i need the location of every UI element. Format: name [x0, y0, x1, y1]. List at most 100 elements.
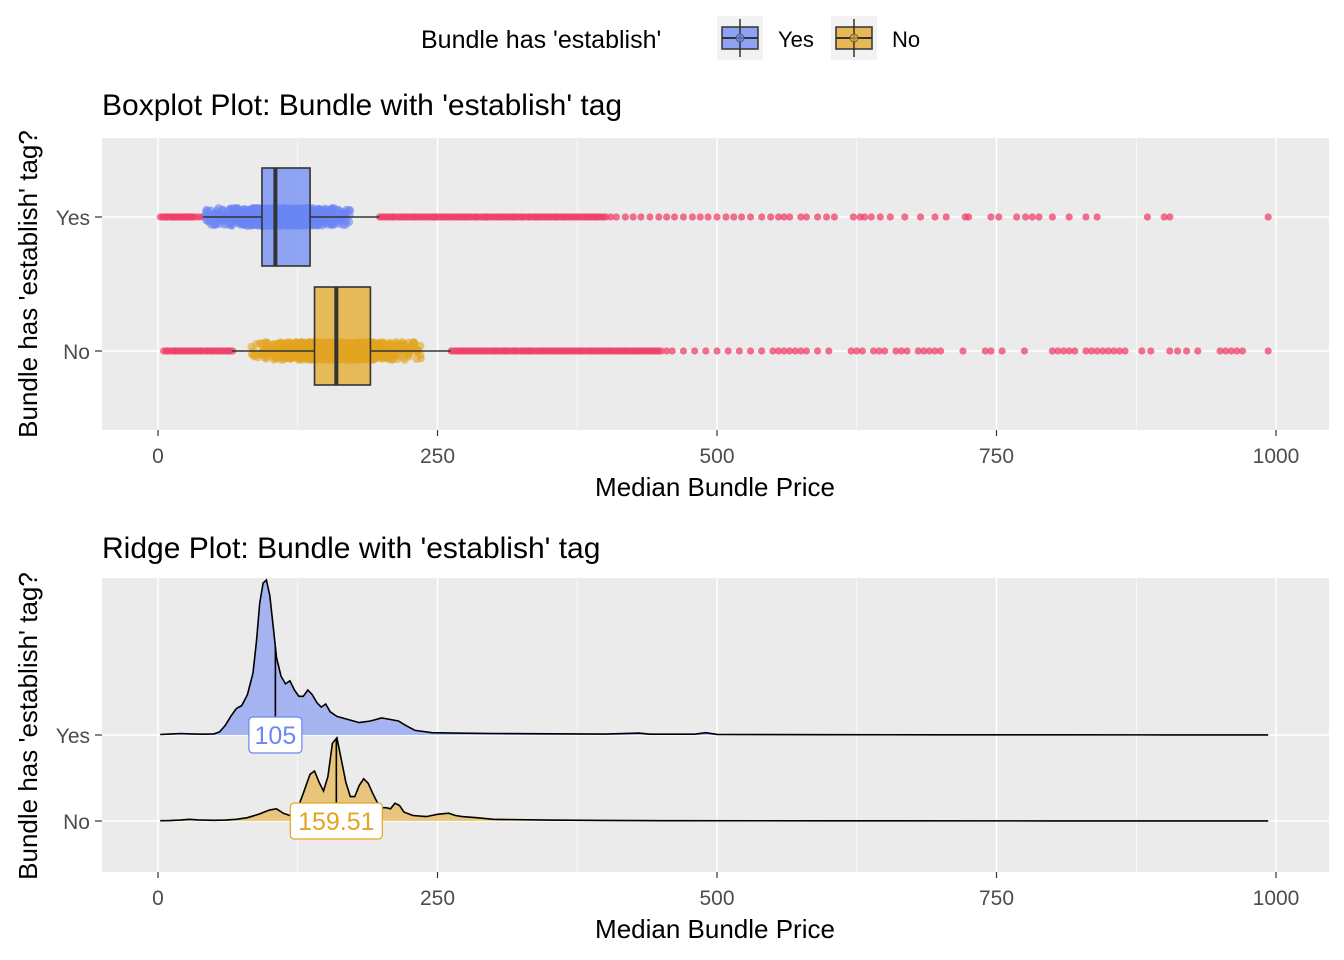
jitter-point-no	[256, 350, 265, 359]
jitter-point-yes	[250, 216, 259, 225]
outlier-point-no	[702, 347, 710, 355]
outlier-point-no	[1104, 347, 1112, 355]
outlier-point-yes	[663, 213, 671, 221]
jitter-point-yes	[320, 204, 329, 213]
outlier-point-no	[1227, 347, 1235, 355]
median-label-yes: 105	[248, 716, 303, 754]
outlier-point-no	[937, 347, 945, 355]
outlier-point-yes	[713, 213, 721, 221]
outlier-point-no	[1087, 347, 1096, 355]
median-label-text-yes: 105	[255, 722, 297, 750]
ridge-marks: 105 159.51	[102, 578, 1329, 840]
jitter-point-yes	[328, 220, 337, 229]
jitter-point-no	[305, 350, 314, 359]
outlier-point-yes	[774, 213, 783, 221]
jitter-point-yes	[240, 221, 249, 230]
jitter-point-yes	[252, 205, 261, 214]
legend-label-no: No	[892, 27, 920, 52]
outlier-point-no	[1222, 347, 1230, 355]
outlier-point-no	[769, 347, 777, 355]
jitter-point-yes	[228, 214, 237, 223]
outlier-point-yes	[876, 213, 884, 221]
boxplot-y-axis-title: Bundle has 'establish' tag?	[13, 130, 43, 438]
outlier-point-no	[735, 347, 743, 355]
outlier-point-no	[903, 347, 911, 355]
jitter-point-no	[388, 353, 397, 362]
outlier-point-no	[663, 347, 671, 355]
jitter-point-yes	[246, 208, 255, 217]
ridge-x-axis-title: Median Bundle Price	[595, 914, 835, 944]
ridge-gridlines	[157, 578, 1277, 872]
outlier-point-no	[713, 347, 721, 355]
outlier-point-no	[1071, 347, 1079, 355]
boxplot-chart: Boxplot Plot: Bundle with 'establish' ta…	[13, 89, 1329, 502]
outlier-point-yes	[1048, 213, 1056, 221]
outlier-point-yes	[886, 213, 894, 221]
outlier-point-yes	[646, 213, 654, 221]
ridge-title: Ridge Plot: Bundle with 'establish' tag	[102, 532, 600, 565]
outlier-point-yes	[704, 213, 712, 221]
outlier-point-yes	[688, 213, 697, 221]
outlier-point-no	[875, 347, 883, 355]
jitter-point-no	[286, 354, 295, 363]
outlier-point-no	[1166, 347, 1174, 355]
legend-label-yes: Yes	[778, 27, 814, 52]
outlier-point-no	[791, 347, 799, 355]
outlier-point-yes	[696, 213, 704, 221]
outlier-point-yes	[607, 213, 615, 221]
outlier-point-no	[724, 347, 732, 355]
outlier-point-no	[1233, 347, 1241, 355]
outlier-point-no	[981, 347, 989, 355]
jitter-point-no	[271, 354, 280, 363]
jitter-point-yes	[220, 211, 229, 220]
median-label-box-no	[289, 802, 383, 840]
jitter-point-yes	[223, 220, 232, 229]
outlier-point-yes	[780, 213, 788, 221]
ridge-x-ticks: 0 250 500 750 1000	[152, 872, 1299, 910]
median-label-text-no: 159.51	[298, 808, 374, 836]
jitter-point-yes	[229, 206, 238, 215]
outlier-point-no	[1182, 347, 1191, 355]
jitter-point-no	[373, 346, 382, 355]
outlier-point-no	[892, 347, 900, 355]
jitter-point-no	[269, 340, 278, 349]
boxplot-gridlines	[157, 138, 1277, 430]
outlier-point-yes	[995, 213, 1003, 221]
jitter-point-no	[261, 338, 270, 347]
outlier-point-yes	[730, 213, 738, 221]
outlier-point-no	[786, 347, 794, 355]
outlier-point-yes	[629, 213, 637, 221]
jitter-point-yes	[240, 207, 249, 216]
outlier-point-no	[1082, 347, 1090, 355]
outlier-point-yes	[722, 213, 730, 221]
outlier-point-no	[1238, 347, 1247, 355]
boxplot-x-axis-title: Median Bundle Price	[595, 472, 835, 502]
outlier-point-no	[657, 347, 666, 355]
outlier-point-yes	[737, 213, 746, 221]
ridge-x-tick-label: 500	[699, 887, 734, 910]
outlier-point-yes	[637, 213, 645, 221]
legend-item-yes: Yes	[717, 16, 814, 60]
outlier-point-no	[797, 347, 805, 355]
ridge-area-no	[160, 737, 1269, 821]
outlier-point-no	[914, 347, 922, 355]
jitter-point-yes	[207, 220, 216, 229]
ridge-outline-no	[160, 735, 1269, 822]
outlier-point-yes	[802, 213, 811, 221]
outlier-point-no	[1115, 347, 1124, 355]
outlier-point-yes	[1028, 213, 1036, 221]
jitter-point-yes	[337, 217, 346, 226]
outlier-point-no	[1138, 347, 1146, 355]
outlier-point-yes	[1264, 213, 1272, 221]
outlier-point-yes	[849, 213, 857, 221]
legend: Bundle has 'establish' Yes No	[421, 16, 920, 60]
boxplot-y-tick-label-yes: Yes	[56, 207, 90, 230]
ridge-y-axis-title: Bundle has 'establish' tag?	[13, 572, 43, 880]
outlier-point-yes	[942, 213, 950, 221]
outlier-point-yes	[1093, 213, 1101, 221]
jitter-point-yes	[203, 206, 212, 215]
outlier-point-yes	[860, 213, 869, 221]
outlier-point-yes	[987, 213, 995, 221]
outlier-point-yes	[1143, 213, 1152, 221]
outlier-point-yes	[901, 213, 909, 221]
